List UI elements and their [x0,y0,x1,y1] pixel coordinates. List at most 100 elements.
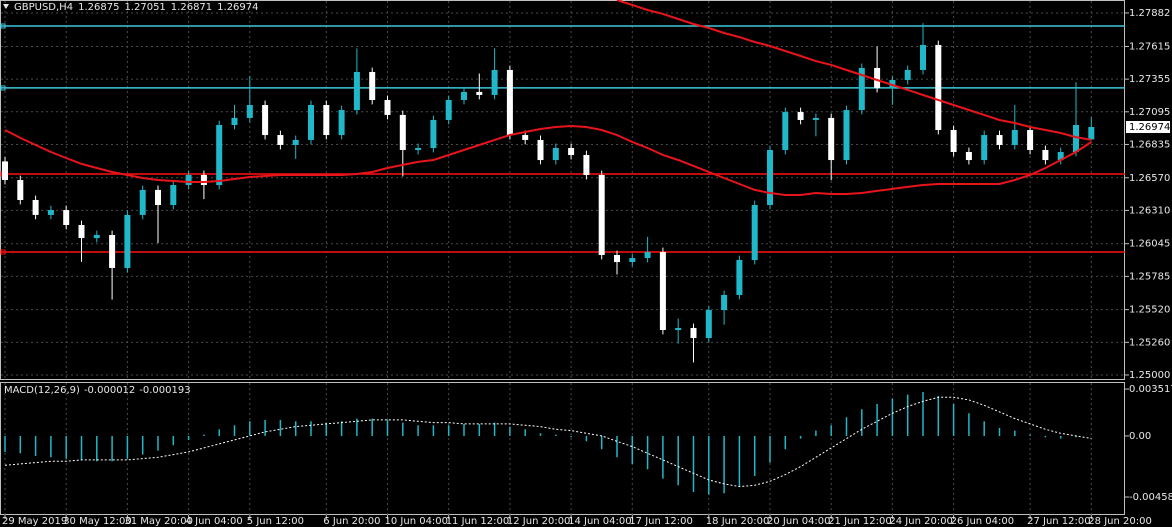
candle-body [598,174,605,256]
candle-body [216,124,223,186]
y-tick-label: 1.26835 [1129,139,1170,150]
x-tick-label: 12 Jun 20:00 [507,516,571,527]
candle-body [751,205,758,261]
candle-body [920,44,926,70]
candle-body [858,67,865,111]
y-tick-label: 1.27882 [1129,8,1170,19]
candle-body [1088,127,1095,140]
candle-body [965,152,972,161]
candle-body [1057,152,1064,161]
price-header: GBPUSD,H4 1.26875 1.27051 1.26871 1.26974 [14,2,259,13]
candle-body [1042,149,1049,161]
candle-body [277,135,284,145]
candle-body [843,110,850,161]
candle-body [797,112,804,120]
x-tick-label: 27 Jun 12:00 [1027,516,1091,527]
candle-body [522,135,529,140]
x-tick-label: 5 Jun 12:00 [247,516,304,527]
candle-body [139,189,146,215]
candle-body [231,117,238,125]
x-tick-label: 30 May 12:00 [63,516,132,527]
y-tick-label: 0.00 [1129,431,1151,442]
x-tick-label: 14 Jun 04:00 [568,516,632,527]
candle-body [491,69,498,95]
candle-body [736,260,743,295]
x-tick-label: 28 Jun 20:00 [1088,516,1152,527]
candle-body [78,224,85,239]
x-tick-label: 10 Jun 04:00 [385,516,449,527]
candle-body [338,110,345,136]
x-tick-label: 31 May 20:00 [124,516,193,527]
candle-body [874,67,881,89]
y-tick-label: 1.25785 [1129,271,1170,282]
y-tick-label: 1.26310 [1129,205,1170,216]
candle-body [308,105,314,140]
candle-body [384,99,391,115]
header-high: 1.27051 [124,2,165,13]
candle-body [63,210,70,225]
x-tick-label: 26 Jun 04:00 [951,516,1015,527]
candle-body [767,149,773,206]
candle-body [47,210,54,215]
x-tick-label: 21 Jun 12:00 [828,516,892,527]
candle-body [415,147,422,150]
x-tick-label: 29 May 2019 [2,516,67,527]
candle-body [2,161,8,181]
candle-body [644,251,651,259]
candle-body [461,91,467,100]
header-close: 1.26974 [217,2,258,13]
level-handle [0,23,6,29]
menu-arrow[interactable] [3,4,9,9]
candle-body [445,99,452,120]
candle-body [399,114,406,150]
candle-body [629,258,636,263]
y-tick-label: 1.25000 [1129,370,1170,381]
candle-body [476,91,483,95]
x-tick-label: 6 Jun 20:00 [323,516,380,527]
x-tick-label: 18 Jun 20:00 [706,516,770,527]
header-open: 1.26875 [78,2,119,13]
candle-body [935,44,942,131]
candle-body [552,147,559,161]
candle-body [705,310,712,339]
candle-body [109,235,116,268]
symbol: GBPUSD,H4 [14,2,73,13]
candle-body [782,112,789,150]
candle-body [614,255,620,263]
candle-body [659,251,666,331]
price-marker-label: 1.26974 [1129,122,1170,133]
macd-main-value: -0.000012 [84,385,135,396]
x-tick-label: 11 Jun 12:00 [446,516,510,527]
candle-body [323,105,330,136]
price-frame [0,0,1125,380]
candle-body [1073,124,1079,152]
candle-body [996,135,1003,145]
x-tick-label: 17 Jun 12:00 [629,516,693,527]
candle-body [32,199,39,215]
candle-body [246,105,253,118]
candle-body [904,69,911,81]
candle-body [950,130,957,152]
candle-body [200,174,207,186]
x-tick-label: 24 Jun 20:00 [889,516,953,527]
candle-body [721,294,728,311]
y-tick-label: 1.26045 [1129,239,1170,250]
y-tick-label: 1.25260 [1129,337,1170,348]
candle-body [185,174,192,186]
candle-body [568,147,575,156]
candle-body [690,327,697,339]
candle-body [369,71,376,100]
y-tick-label: 1.26570 [1129,173,1170,184]
candle-body [583,155,590,175]
candle-body [353,71,360,111]
y-tick-label: 1.27095 [1129,107,1170,118]
candle-body [124,214,131,268]
level-handle [0,249,6,255]
candle-body [675,327,682,331]
moving-average [4,124,1092,196]
price-marker [1126,121,1170,134]
y-tick-label: 1.27355 [1129,74,1170,85]
